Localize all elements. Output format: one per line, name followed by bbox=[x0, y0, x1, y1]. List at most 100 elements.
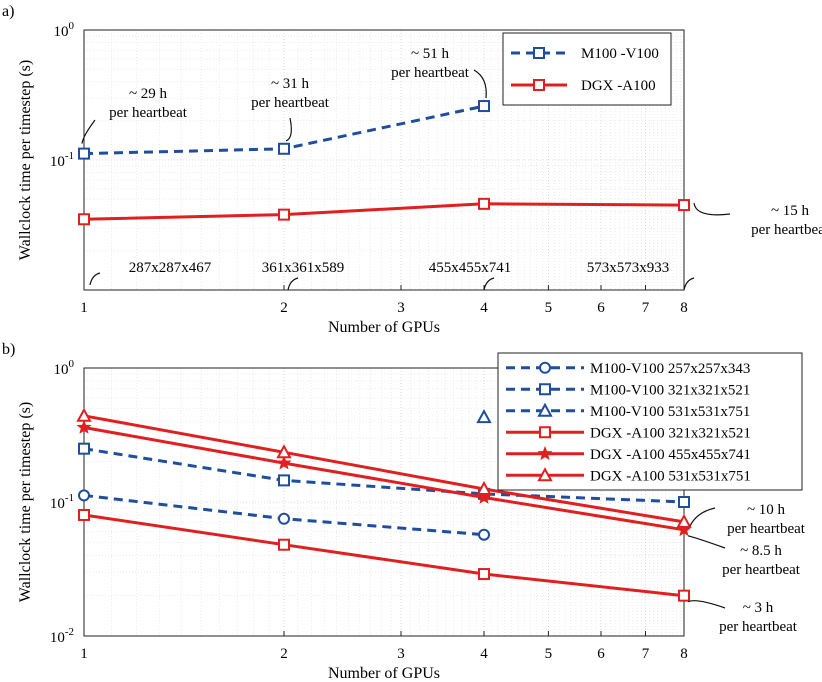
series-0 bbox=[78, 489, 490, 541]
annotation-text: ~ 8.5 h bbox=[740, 543, 782, 559]
data-point bbox=[76, 419, 92, 434]
data-point bbox=[78, 213, 90, 226]
data-point bbox=[678, 589, 690, 602]
x-axis-label: Number of GPUs bbox=[328, 319, 440, 336]
annotation-connector bbox=[693, 202, 731, 216]
y-tick-label: 10-1 bbox=[50, 150, 74, 170]
legend-entry: M100-V100 257x257x343 bbox=[590, 361, 750, 377]
x-tick-label: 1 bbox=[80, 646, 88, 662]
annotation-connector bbox=[687, 535, 726, 549]
annotation-connector bbox=[473, 69, 487, 99]
series-line bbox=[83, 426, 685, 532]
data-point bbox=[278, 538, 290, 551]
legend-entry: M100 -V100 bbox=[581, 46, 659, 62]
annotation-text: 455x455x741 bbox=[429, 260, 512, 276]
annotation-text: per heartbeat bbox=[719, 619, 798, 635]
panel-label: a) bbox=[2, 3, 14, 20]
x-tick-label: 1 bbox=[80, 300, 88, 316]
data-point bbox=[78, 489, 90, 502]
data-point bbox=[276, 444, 292, 459]
legend-box bbox=[497, 352, 803, 491]
data-point bbox=[478, 528, 490, 541]
legend-marker bbox=[533, 79, 545, 91]
annotation-text: per heartbeat bbox=[751, 222, 822, 238]
data-point bbox=[78, 442, 90, 455]
annotation-connector bbox=[285, 117, 292, 142]
chart-panel-b: b) 1 2 3 4 5 6 7 8 100 10-1 10-2 Number of GPUs Wallc… bbox=[2, 341, 806, 682]
plot-frame bbox=[83, 29, 685, 291]
data-point bbox=[478, 197, 490, 210]
annotation-text: per heartbeat bbox=[391, 65, 470, 81]
legend-entry: M100-V100 321x321x521 bbox=[590, 382, 750, 398]
data-point bbox=[478, 100, 490, 113]
annotations: ~ 10 h per heartbeat ~ 8.5 h per heartbeat ~… bbox=[687, 502, 806, 635]
annotation-text: per heartbeat bbox=[722, 562, 801, 578]
annotation-text: 287x287x467 bbox=[129, 260, 212, 276]
annotation-connector bbox=[689, 507, 716, 527]
data-point bbox=[76, 407, 92, 422]
legend-marker bbox=[533, 47, 545, 59]
x-tick-label: 8 bbox=[680, 300, 688, 316]
legend-marker bbox=[539, 361, 551, 374]
data-point bbox=[278, 512, 290, 525]
series-line bbox=[83, 513, 685, 598]
y-tick-label: 100 bbox=[54, 20, 75, 40]
legend-entry: DGX -A100 531x531x751 bbox=[590, 468, 751, 484]
x-tick-label: 5 bbox=[545, 300, 553, 316]
data-point bbox=[278, 208, 290, 221]
annotation-connector bbox=[287, 277, 299, 291]
series-line bbox=[83, 447, 685, 504]
y-tick-label: 100 bbox=[54, 358, 75, 378]
series-1 bbox=[78, 197, 690, 226]
x-tick-label: 7 bbox=[642, 646, 650, 662]
legend: M100-V100 257x257x343 M100-V100 321x321x5… bbox=[497, 352, 803, 491]
annotation-text: ~ 51 h bbox=[411, 46, 450, 62]
legend-marker bbox=[537, 402, 553, 417]
y-tick-label: 10-2 bbox=[50, 626, 74, 646]
series-3 bbox=[78, 508, 690, 602]
series-2 bbox=[476, 409, 492, 424]
data-point bbox=[476, 409, 492, 424]
x-tick-label: 3 bbox=[397, 646, 405, 662]
x-tick-label: 2 bbox=[280, 646, 288, 662]
data-point bbox=[478, 568, 490, 581]
data-point bbox=[276, 455, 292, 470]
legend-entry: DGX -A100 321x321x521 bbox=[590, 425, 751, 441]
annotation-connector bbox=[81, 119, 96, 144]
annotation-text: ~ 3 h bbox=[743, 600, 774, 616]
annotation-text: ~ 31 h bbox=[271, 76, 310, 92]
y-axis-label: Wallclock time per timestep (s) bbox=[17, 60, 34, 260]
legend-entry: M100-V100 531x531x751 bbox=[590, 404, 750, 420]
x-tick-label: 6 bbox=[597, 300, 605, 316]
annotation-text: ~ 15 h bbox=[771, 203, 810, 219]
data-point bbox=[78, 147, 90, 160]
y-tick-label: 10-1 bbox=[50, 492, 74, 512]
x-tick-label: 4 bbox=[480, 646, 488, 662]
annotations: ~ 29 h per heartbeat ~ 31 h per heartbeat ~ … bbox=[81, 46, 822, 291]
data-point bbox=[476, 480, 492, 496]
annotation-text: per heartbeat bbox=[251, 95, 330, 111]
annotation-connector bbox=[89, 272, 101, 286]
legend-entry: DGX -A100 bbox=[581, 78, 656, 94]
annotation-text: 573x573x933 bbox=[587, 260, 670, 276]
x-axis-label: Number of GPUs bbox=[328, 665, 440, 682]
legend-marker bbox=[539, 383, 551, 396]
annotation-text: ~ 29 h bbox=[129, 86, 168, 102]
x-tick-label: 7 bbox=[642, 300, 650, 316]
data-point bbox=[678, 199, 690, 212]
data-point bbox=[476, 489, 492, 504]
annotation-connector bbox=[687, 600, 726, 609]
legend-marker bbox=[537, 467, 553, 482]
series-0 bbox=[78, 100, 490, 160]
series-5 bbox=[76, 407, 692, 528]
annotation-text: per heartbeat bbox=[109, 105, 188, 121]
legend-entry: DGX -A100 455x455x741 bbox=[590, 447, 751, 463]
x-tick-label: 2 bbox=[280, 300, 288, 316]
y-axis-label: Wallclock time per timestep (s) bbox=[17, 402, 34, 602]
data-point bbox=[278, 474, 290, 487]
panel-label: b) bbox=[2, 341, 15, 358]
x-tick-label: 4 bbox=[480, 300, 488, 316]
data-point bbox=[278, 142, 290, 155]
series-line bbox=[83, 202, 685, 221]
